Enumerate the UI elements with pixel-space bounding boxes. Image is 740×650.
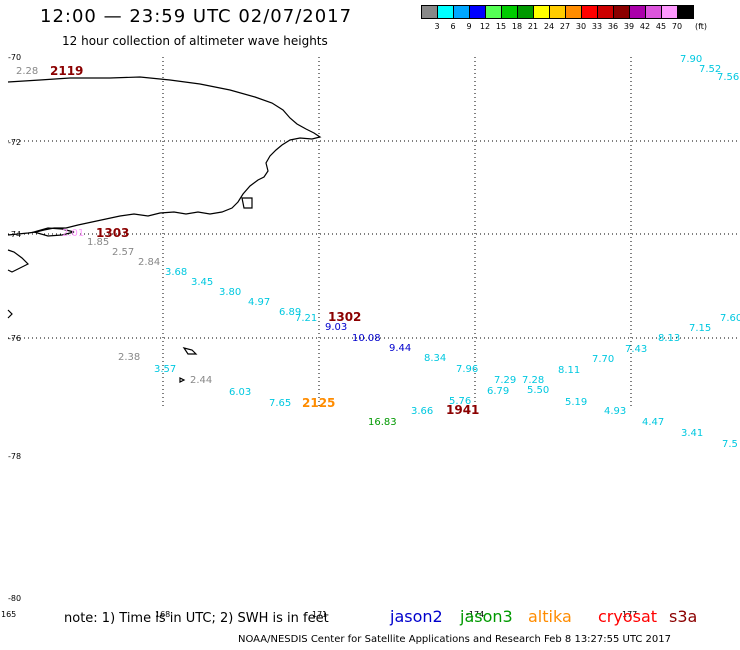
wave-height-label: 7.5 xyxy=(722,439,738,450)
wave-height-label: 3.45 xyxy=(191,277,213,288)
wave-height-label: 8.13 xyxy=(658,333,680,344)
lon-label: -174 xyxy=(466,610,484,619)
wave-height-label: 9.03 xyxy=(325,322,347,333)
legend-tick-label: 3 xyxy=(434,22,440,31)
wave-height-label: 10.08 xyxy=(352,333,381,344)
lat-label: -70 xyxy=(8,53,21,62)
legend-tick-label: 15 xyxy=(495,22,507,31)
legend-tick-label: 18 xyxy=(511,22,523,31)
wave-height-label: 16.83 xyxy=(368,417,397,428)
wave-height-label: 2.44 xyxy=(190,375,212,386)
wave-height-label: 5.19 xyxy=(565,397,587,408)
wave-height-label: 7.43 xyxy=(625,344,647,355)
map-subtitle: 12 hour collection of altimeter wave hei… xyxy=(62,34,328,48)
wave-height-label: 4.47 xyxy=(642,417,664,428)
axis-labels: -70 -72 -74 -76 -78 -80 165 168 171 -174… xyxy=(1,53,637,619)
legend-tick-label: 24 xyxy=(543,22,555,31)
wave-height-label: 4.93 xyxy=(604,406,626,417)
wave-height-label: 7.56 xyxy=(717,72,739,83)
wave-height-label: 6.79 xyxy=(487,386,509,397)
wave-height-label: 3.68 xyxy=(165,267,187,278)
lat-label: -72 xyxy=(8,138,21,147)
legend-tick-label: 9 xyxy=(466,22,472,31)
coastline xyxy=(7,76,322,383)
lon-label: 168 xyxy=(155,610,170,619)
legend-swatch xyxy=(677,5,694,19)
coastline-islet xyxy=(7,309,13,319)
lat-label: -78 xyxy=(8,452,21,461)
wave-height-label: 6.03 xyxy=(229,387,251,398)
satellite-name: cryosat xyxy=(598,607,658,626)
coastline-islet xyxy=(241,197,253,209)
legend-tick-label: 6 xyxy=(450,22,456,31)
wave-height-label: 3.41 xyxy=(681,428,703,439)
legend-unit: (ft) xyxy=(694,22,708,31)
lat-label: -76 xyxy=(8,334,21,343)
coastline-islet xyxy=(182,347,198,355)
wave-height-label: 8.11 xyxy=(558,365,580,376)
time-stamp-label: 1303 xyxy=(96,226,129,240)
lon-label: 171 xyxy=(312,610,327,619)
legend-tick-label: 70 xyxy=(671,22,683,31)
time-stamp-label: 2125 xyxy=(302,396,335,410)
wave-height-label: 2.38 xyxy=(118,352,140,363)
lon-label: 177 xyxy=(622,610,637,619)
footer-note: note: 1) Time is in UTC; 2) SWH is in fe… xyxy=(64,611,329,626)
satellite-name: s3a xyxy=(669,607,698,626)
legend-tick-label: 27 xyxy=(559,22,571,31)
time-stamp-label: 1302 xyxy=(328,310,361,324)
legend-tick-label: 39 xyxy=(623,22,635,31)
legend-tick-label: 33 xyxy=(591,22,603,31)
legend-tick-label: 21 xyxy=(527,22,539,31)
footer-credit: NOAA/NESDIS Center for Satellite Applica… xyxy=(238,634,671,645)
map-title: 12:00 — 23:59 UTC 02/07/2017 xyxy=(40,6,353,27)
wave-height-label: 7.60 xyxy=(720,313,740,324)
wave-height-label: 2.01 xyxy=(62,228,84,239)
wave-height-label: 5.50 xyxy=(527,385,549,396)
wave-height-legend: 3 6 9 12 15 18 21 24 27 30 33 36 39 42 45 70 (ft) xyxy=(421,5,707,31)
wave-height-label: 2.84 xyxy=(138,257,160,268)
legend-tick-label: 45 xyxy=(655,22,667,31)
lat-label: -74 xyxy=(8,230,21,239)
wave-height-label: 3.57 xyxy=(154,364,176,375)
coastline-ross-island xyxy=(31,227,75,237)
wave-height-label: 3.66 xyxy=(411,406,433,417)
wave-height-label: 7.65 xyxy=(269,398,291,409)
legend-tick-label: 12 xyxy=(479,22,491,31)
wave-height-label: 2.28 xyxy=(16,66,38,77)
wave-height-label: 8.34 xyxy=(424,353,446,364)
lat-label: -80 xyxy=(8,594,21,603)
lon-label: 165 xyxy=(1,610,16,619)
wave-height-label: 6.89 xyxy=(279,307,301,318)
legend-tick-label: 36 xyxy=(607,22,619,31)
wave-height-label: 4.97 xyxy=(248,297,270,308)
wave-height-label: 7.70 xyxy=(592,354,614,365)
wave-height-label: 7.90 xyxy=(680,54,702,65)
wave-height-label: 7.96 xyxy=(456,364,478,375)
time-stamp-label: 1941 xyxy=(446,403,479,417)
wave-height-readings: 2.28 2119 7.907.527.56 1303 2.011.852.57 2.84… xyxy=(16,54,740,450)
legend-tick-label: 42 xyxy=(639,22,651,31)
coastline-islet xyxy=(179,377,186,383)
wave-height-label: 7.28 xyxy=(522,375,544,386)
graticule xyxy=(8,57,740,408)
wave-height-label: 5.76 xyxy=(449,396,471,407)
wave-height-label: 7.21 xyxy=(295,313,317,324)
wave-height-label: 7.29 xyxy=(494,375,516,386)
legend-tick-label: 30 xyxy=(575,22,587,31)
wave-height-label: 3.80 xyxy=(219,287,241,298)
wave-height-label: 7.15 xyxy=(689,323,711,334)
satellite-name: jason2 xyxy=(390,607,443,626)
satellite-name: altika xyxy=(528,607,572,626)
wave-height-label: 2.57 xyxy=(112,247,134,258)
wave-height-label: 9.44 xyxy=(389,343,411,354)
satellite-name: jason3 xyxy=(460,607,513,626)
coastline-west xyxy=(7,249,30,273)
wave-height-label: 1.85 xyxy=(87,237,109,248)
time-stamp-label: 2119 xyxy=(50,64,83,78)
coastline-main xyxy=(7,76,322,236)
wave-height-label: 7.52 xyxy=(699,64,721,75)
